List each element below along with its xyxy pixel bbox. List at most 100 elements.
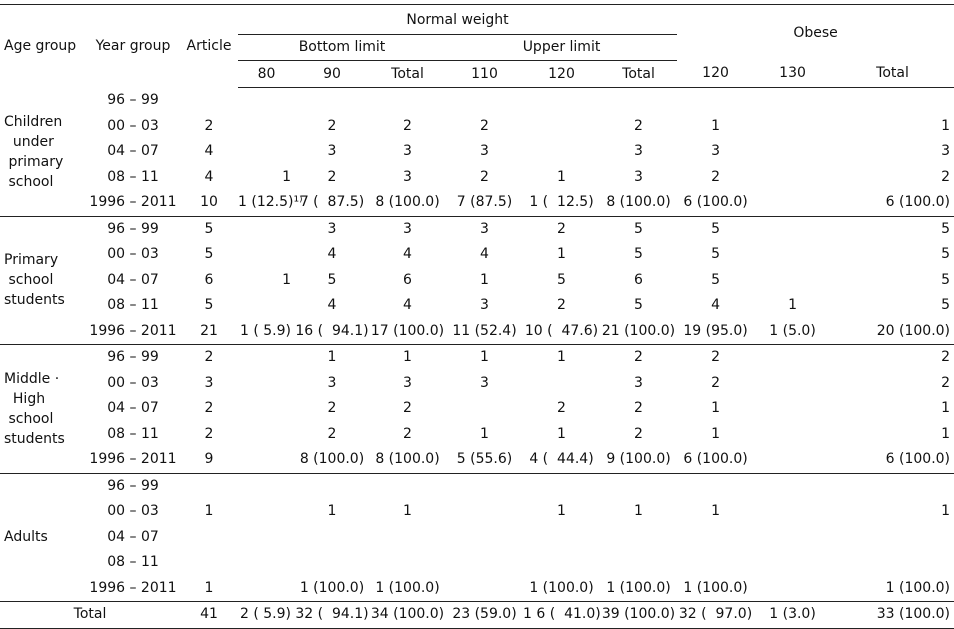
data-cell: 2 (403, 117, 412, 134)
data-cell: 5 (600, 215, 678, 242)
data-cell (523, 371, 600, 397)
data-cell: 2 (941, 168, 951, 185)
data-cell: 1 (711, 117, 720, 134)
year-group-cell: 96 – 99 (86, 472, 180, 499)
year-group-cell: 04 – 07 (107, 400, 159, 417)
data-cell: 6 (204, 271, 214, 288)
data-cell: 10 ( 47.6) (524, 322, 599, 339)
data-cell: 1 (100.0) (885, 579, 951, 596)
table-row: 04 – 07 4 3 3 3 3 3 3 (0, 139, 954, 165)
total-label: Total (0, 601, 180, 629)
data-cell (677, 550, 754, 576)
data-cell: 1 (327, 503, 337, 520)
data-cell: 1 (557, 246, 566, 263)
table-row: 08 – 11 4 1 2 3 2 1 3 2 2 (0, 165, 954, 191)
data-cell (446, 525, 523, 551)
data-cell: 2 (403, 400, 412, 417)
data-cell: 3 (403, 143, 412, 160)
data-cell (754, 447, 831, 473)
data-cell: 1 (941, 117, 951, 134)
table-row: 00 – 03 5 4 4 4 1 5 5 5 (0, 242, 954, 268)
data-cell: 1 (480, 425, 489, 442)
data-cell: 2 (634, 400, 643, 417)
data-cell: 19 (95.0) (683, 322, 748, 339)
data-cell: 16 ( 94.1) (295, 322, 369, 339)
data-cell: 4 (327, 297, 337, 314)
data-cell (180, 472, 238, 499)
data-cell (446, 499, 523, 525)
data-cell: 4 (711, 297, 720, 314)
data-cell (369, 88, 446, 114)
data-cell: 5 (327, 271, 337, 288)
data-cell: 1 (557, 425, 566, 442)
data-cell: 1 (480, 271, 489, 288)
data-cell: 8 (100.0) (375, 194, 440, 211)
data-cell: 7 ( 87.5) (299, 194, 365, 211)
data-cell (831, 472, 954, 499)
year-group-cell: 96 – 99 (107, 92, 159, 108)
data-cell: 1 (941, 503, 951, 520)
data-cell (754, 344, 832, 371)
data-cell (295, 88, 369, 114)
header-obese: Obese (793, 24, 838, 41)
data-cell: 6 (634, 271, 643, 288)
total-cell: 1 (3.0) (754, 601, 832, 629)
age-group-label: Adults (0, 472, 86, 602)
data-cell: 2 (557, 297, 566, 314)
data-cell (238, 293, 295, 319)
data-cell: 3 (480, 297, 489, 314)
data-cell (754, 242, 831, 268)
data-cell: 4 (480, 246, 489, 263)
data-cell: 1 ( 12.5) (529, 194, 594, 211)
header-year-group: Year group (95, 38, 171, 55)
data-cell: 3 (327, 143, 337, 160)
data-cell (754, 472, 832, 499)
data-cell: 6 (403, 271, 412, 288)
table-row: 00 – 03 2 2 2 2 2 1 1 (0, 114, 954, 140)
data-cell: 3 (204, 374, 214, 391)
data-cell: 6 (100.0) (683, 194, 748, 211)
data-cell (180, 88, 238, 114)
data-cell: 5 (204, 246, 214, 263)
data-cell: 3 (480, 143, 489, 160)
data-cell: 3 (634, 374, 643, 391)
data-cell (754, 396, 831, 422)
data-cell (238, 371, 295, 397)
data-cell: 3 (480, 374, 489, 391)
year-group-cell: 1996 – 2011 (89, 194, 177, 211)
year-group-cell: 04 – 07 (107, 271, 159, 288)
data-cell (600, 472, 678, 499)
data-cell (600, 550, 677, 576)
year-group-cell: 00 – 03 (107, 246, 159, 263)
data-cell: 11 (52.4) (452, 322, 517, 339)
data-cell: 5 (677, 215, 755, 242)
total-cell: 39 (100.0) (600, 601, 678, 629)
data-cell: 1 (941, 425, 951, 442)
data-cell (677, 88, 754, 114)
data-cell: 3 (327, 374, 337, 391)
data-cell (446, 88, 523, 114)
table-row: 04 – 07 2 2 2 2 2 1 1 (0, 396, 954, 422)
data-cell (523, 472, 600, 499)
data-cell: 1 (295, 344, 369, 371)
age-group-label: Children under primary school (4, 113, 64, 190)
data-cell: 3 (295, 215, 369, 242)
data-cell: 5 (941, 297, 951, 314)
data-cell (754, 576, 831, 602)
total-row: Total 41 2 ( 5.9) 32 ( 94.1) 34 (100.0) 23 (5… (0, 601, 954, 629)
col-header-90: 90 (295, 60, 369, 88)
header-article: Article (186, 38, 232, 55)
data-cell: 3 (403, 374, 412, 391)
header-bottom-limit: Bottom limit (238, 34, 446, 61)
data-cell (446, 576, 523, 602)
data-cell (238, 242, 295, 268)
year-group-cell: 08 – 11 (107, 168, 159, 185)
total-cell: 23 (59.0) (446, 601, 523, 629)
year-group-cell: 00 – 03 (107, 117, 159, 134)
data-cell: 1 (557, 503, 566, 520)
data-cell: 4 (403, 246, 412, 263)
data-cell: 2 (941, 374, 951, 391)
data-cell: 2 (480, 117, 489, 134)
data-cell (369, 525, 446, 551)
data-cell (754, 268, 831, 294)
